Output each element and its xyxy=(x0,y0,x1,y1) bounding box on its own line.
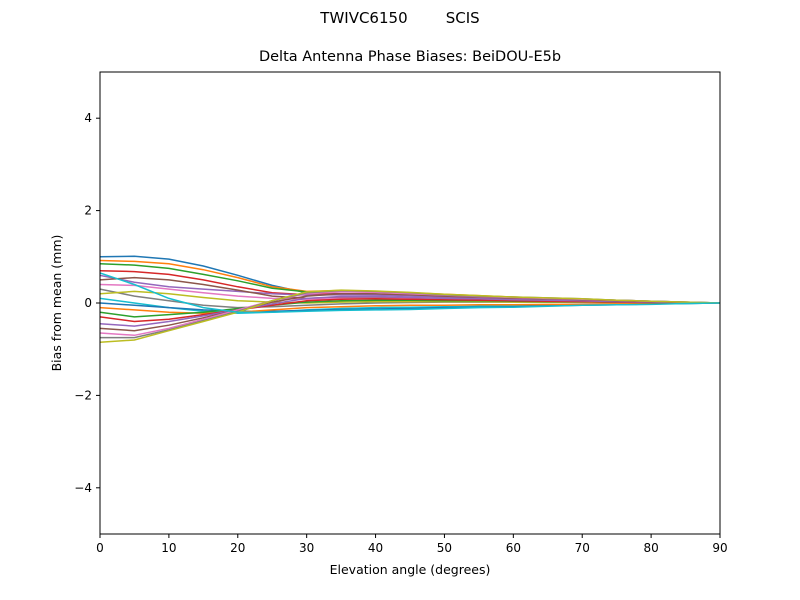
axis-ticks: 0 10 20 30 40 50 60 70 80 90 −4 −2 0 2 4 xyxy=(74,111,727,555)
figure-suptitle: TWIVC6150 SCIS xyxy=(320,9,480,27)
y-tick-label: −4 xyxy=(74,481,92,495)
x-tick-label: 0 xyxy=(96,541,104,555)
x-tick-label: 50 xyxy=(437,541,452,555)
x-tick-label: 70 xyxy=(575,541,590,555)
y-tick-label: 4 xyxy=(84,111,92,125)
series-line-12 xyxy=(100,302,720,314)
x-tick-label: 90 xyxy=(712,541,727,555)
chart-title: Delta Antenna Phase Biases: BeiDOU-E5b xyxy=(258,49,562,65)
x-tick-label: 60 xyxy=(506,541,521,555)
x-tick-label: 80 xyxy=(643,541,658,555)
series-line-19 xyxy=(100,289,720,344)
y-tick-label: 2 xyxy=(84,204,92,218)
x-axis-label: Elevation angle (degrees) xyxy=(330,562,491,577)
series-lines xyxy=(100,255,720,344)
series-line-20 xyxy=(100,272,720,313)
y-axis-label: Bias from mean (mm) xyxy=(49,235,64,372)
x-tick-label: 10 xyxy=(161,541,176,555)
y-tick-label: 0 xyxy=(84,296,92,310)
y-tick-label: −2 xyxy=(74,388,92,402)
x-tick-label: 30 xyxy=(299,541,314,555)
series-line-15 xyxy=(100,295,720,327)
x-tick-label: 40 xyxy=(368,541,383,555)
x-tick-label: 20 xyxy=(230,541,245,555)
